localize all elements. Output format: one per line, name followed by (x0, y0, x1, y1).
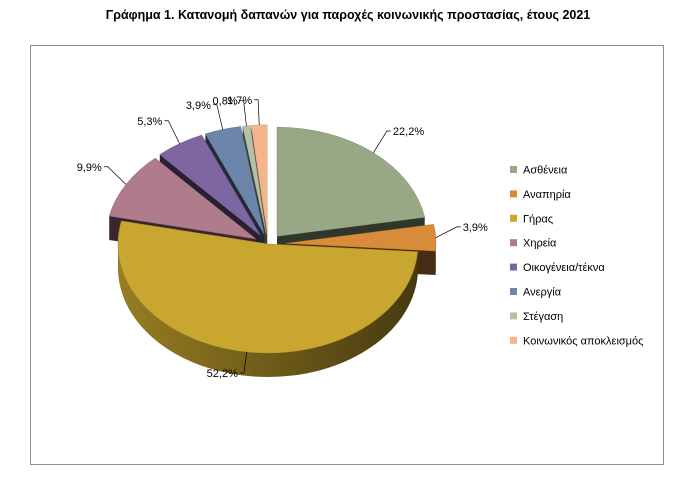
legend-swatch-στέγαση (510, 312, 517, 320)
leader-line-χηρεία (103, 166, 127, 185)
legend-swatch-ασθένεια (510, 166, 517, 173)
legend-label-ανεργία: Ανεργία (523, 287, 562, 299)
leader-line-οικογένεια-τέκνα (164, 120, 180, 144)
legend-swatch-ανεργία (510, 288, 517, 295)
legend-swatch-οικογένεια-τέκνα (510, 263, 517, 271)
pie-slice-αναπηρία (285, 224, 437, 252)
leader-line-ασθένεια (373, 130, 391, 153)
legend-label-κοινωνικός-αποκλεισμός: Κοινωνικός αποκλεισμός (523, 335, 643, 347)
chart-title: Γράφημα 1. Κατανομή δαπανών για παροχές … (105, 8, 591, 22)
data-label-οικογένεια-τέκνα: 5,3% (137, 116, 162, 128)
pie-slice-οικογένεια-τέκνα (159, 134, 261, 236)
data-label-κοινωνικός-αποκλεισμός: 1,7% (227, 95, 252, 107)
pie-slice-κοινωνικός-αποκλεισμός (250, 124, 268, 234)
legend-label-στέγαση: Στέγαση (523, 311, 563, 323)
data-label-αναπηρία: 3,9% (463, 222, 488, 234)
data-label-ανεργία: 3,9% (186, 100, 211, 112)
pie-slice-γήρας (117, 220, 418, 354)
leader-line-γήρας (239, 351, 248, 374)
leader-line-αναπηρία (435, 226, 461, 238)
data-label-γήρας: 52,2% (207, 368, 238, 380)
leader-line-ανεργία (212, 104, 224, 130)
pie-data-labels: 22,2%3,9%52,2%9,9%5,3%3,9% 0,8%1,7% (77, 95, 488, 380)
pie-tops (108, 124, 437, 354)
data-label-χηρεία: 9,9% (77, 162, 102, 174)
data-label-στέγαση: 0,8% (213, 96, 238, 108)
legend-label-ασθένεια: Ασθένεια (523, 165, 568, 177)
legend-label-οικογένεια-τέκνα: Οικογένεια/τέκνα (523, 262, 605, 274)
legend-swatch-κοινωνικός-αποκλεισμός (510, 336, 517, 344)
legend-swatch-χηρεία (510, 239, 517, 247)
leader-line-στέγαση (239, 100, 247, 126)
legend-swatch-αναπηρία (510, 190, 517, 198)
legend-label-αναπηρία: Αναπηρία (523, 189, 571, 201)
legend-label-γήρας: Γήρας (523, 213, 553, 225)
leader-line-κοινωνικός-αποκλεισμός (254, 99, 260, 126)
legend-label-χηρεία: Χηρεία (523, 238, 557, 250)
pie-slice-στέγαση (242, 125, 267, 234)
chart-legend: Ασθένεια Αναπηρία Γήρας Χηρεία Οικογένεια/τέ… (510, 165, 643, 347)
pie-edge-γήρας (118, 244, 418, 378)
legend-swatch-γήρας (510, 214, 517, 222)
data-label-ασθένεια: 22,2% (393, 126, 424, 138)
pie-slice-ασθένεια (276, 126, 426, 237)
